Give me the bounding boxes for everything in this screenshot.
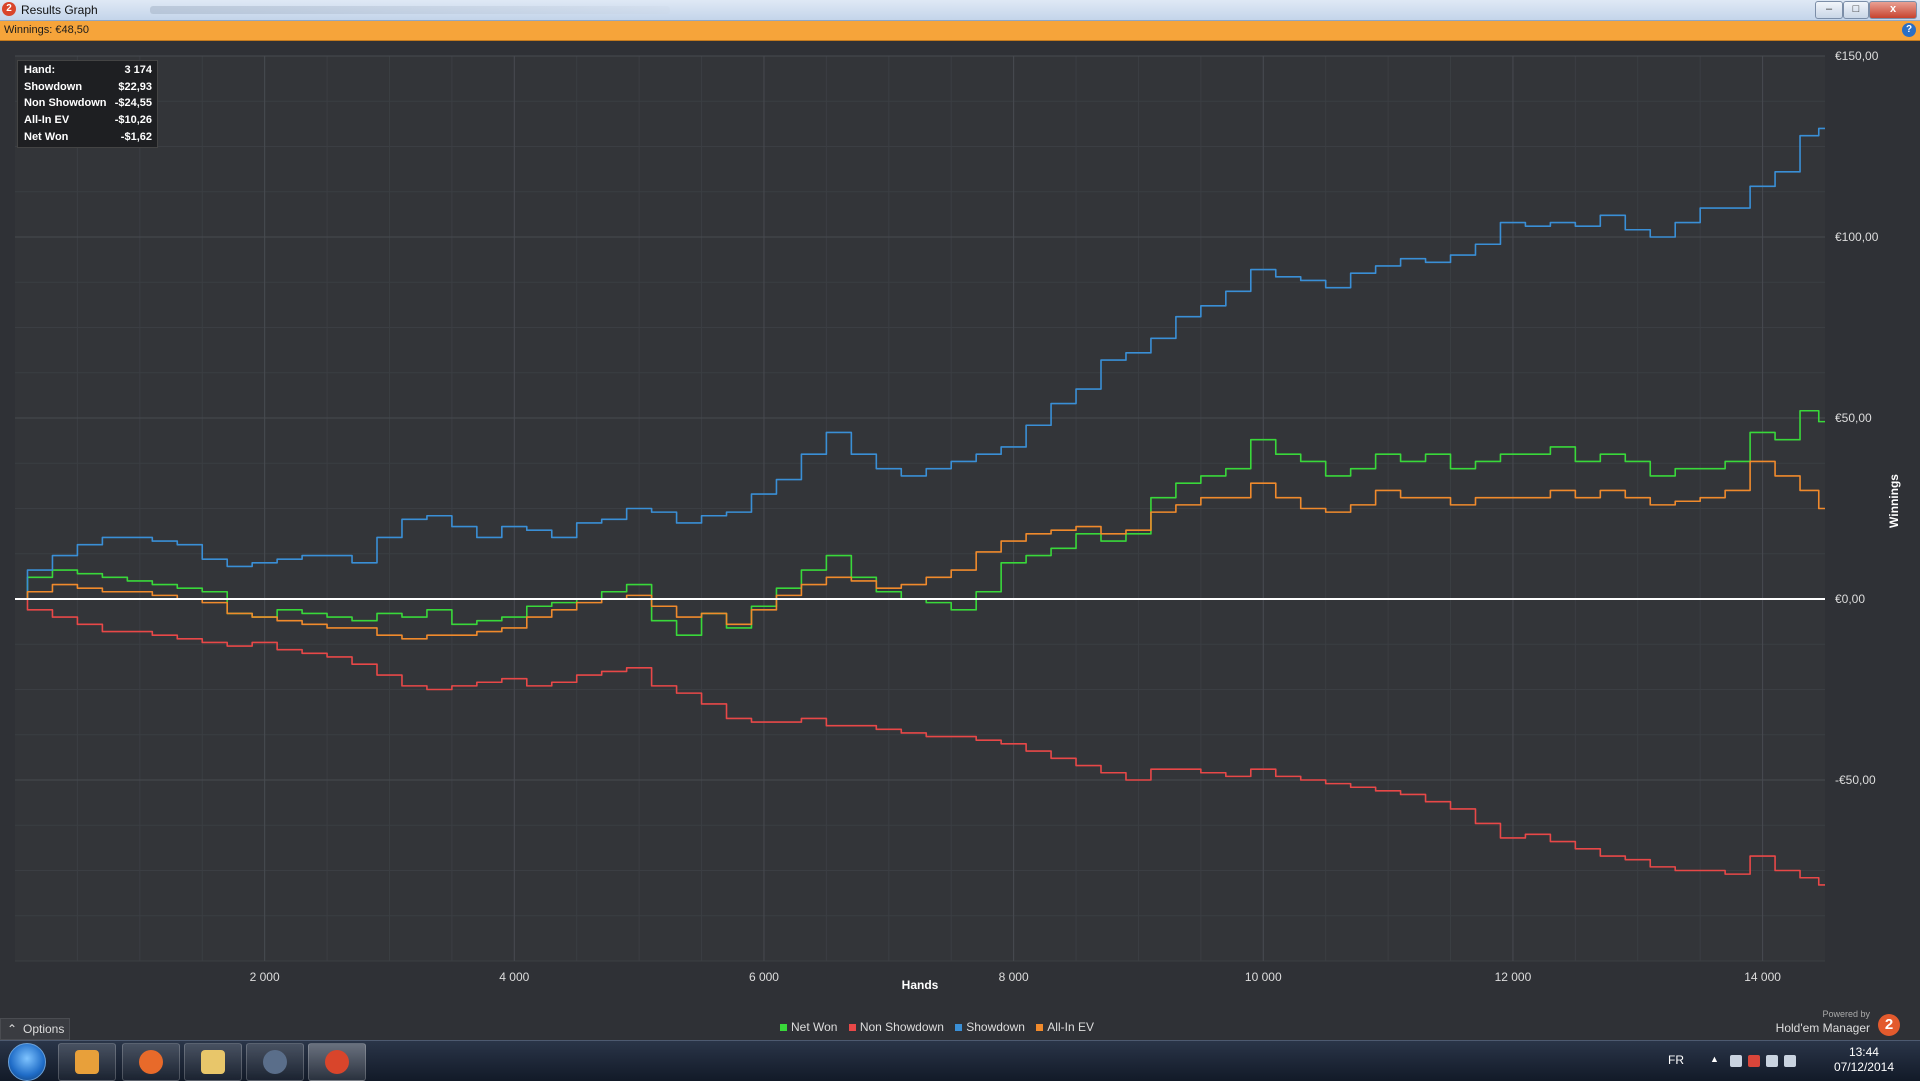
info-row-showdown: Showdown $22,93 bbox=[24, 81, 152, 97]
system-tray: FR ▲ 13:44 07/12/2014 bbox=[1660, 1041, 1920, 1081]
info-key: Net Won bbox=[24, 131, 69, 143]
grid-minor bbox=[15, 55, 1825, 962]
minimize-button[interactable]: – bbox=[1815, 1, 1843, 19]
network-icon[interactable] bbox=[1730, 1055, 1742, 1067]
window-title: Results Graph bbox=[21, 3, 98, 17]
x-tick-label: 10 000 bbox=[1245, 970, 1282, 984]
taskbar-app-firefox[interactable] bbox=[122, 1043, 180, 1081]
legend-label: Net Won bbox=[791, 1020, 838, 1034]
action-center-icon[interactable] bbox=[1748, 1055, 1760, 1067]
info-value: $22,93 bbox=[118, 81, 152, 93]
window-titlebar: 2 Results Graph – □ x bbox=[0, 0, 1920, 21]
clock-date: 07/12/2014 bbox=[1833, 1060, 1894, 1074]
info-value: -$10,26 bbox=[114, 114, 152, 126]
y-tick-label: €150,00 bbox=[1835, 49, 1879, 63]
info-value: -$24,55 bbox=[114, 97, 152, 109]
x-tick-label: 2 000 bbox=[250, 970, 280, 984]
x-tick-label: 4 000 bbox=[499, 970, 529, 984]
folder-icon bbox=[201, 1050, 225, 1074]
taskbar-app-explorer[interactable] bbox=[184, 1043, 242, 1081]
show-hidden-icons-icon[interactable]: ▲ bbox=[1710, 1054, 1719, 1064]
info-value: -$1,62 bbox=[120, 131, 152, 143]
chart-legend: Net Won Non Showdown Showdown All-In EV bbox=[780, 1020, 1102, 1036]
brand-logo-icon: 2 bbox=[1878, 1014, 1900, 1036]
chevron-up-icon: ⌃ bbox=[7, 1022, 18, 1036]
clock-time: 13:44 bbox=[1848, 1045, 1879, 1059]
legend-swatch bbox=[848, 1024, 856, 1032]
legend-item-net-won[interactable]: Net Won bbox=[780, 1020, 837, 1034]
app-icon: 2 bbox=[2, 2, 16, 16]
taskbar-app-holdem-manager[interactable] bbox=[308, 1043, 366, 1081]
info-value: 3 174 bbox=[124, 64, 152, 76]
y-tick-label: €50,00 bbox=[1835, 411, 1872, 425]
start-button[interactable] bbox=[8, 1043, 46, 1081]
y-tick-label: -€50,00 bbox=[1835, 773, 1876, 787]
info-key: Non Showdown bbox=[24, 97, 107, 109]
media-player-icon bbox=[75, 1050, 99, 1074]
legend-label: Non Showdown bbox=[859, 1020, 944, 1034]
x-tick-label: 8 000 bbox=[999, 970, 1029, 984]
y-tick-label: €0,00 bbox=[1835, 592, 1865, 606]
grid-major bbox=[15, 55, 1825, 961]
legend-swatch bbox=[955, 1024, 963, 1032]
info-key: All-In EV bbox=[24, 114, 70, 126]
results-chart: 2 000 4 000 6 000 8 000 10 000 12 000 14 000 €1… bbox=[15, 49, 1901, 992]
options-label: Options bbox=[23, 1022, 65, 1036]
steam-icon bbox=[263, 1050, 287, 1074]
holdem-manager-icon bbox=[325, 1050, 349, 1074]
language-indicator[interactable]: FR bbox=[1668, 1053, 1684, 1067]
info-row-net-won: Net Won -$1,62 bbox=[24, 131, 152, 147]
x-tick-label: 6 000 bbox=[749, 970, 779, 984]
info-key: Hand: bbox=[24, 64, 56, 76]
legend-swatch bbox=[1036, 1024, 1044, 1032]
winnings-bar: Winnings: €48,50 ? bbox=[0, 21, 1920, 41]
titlebar-background-text bbox=[150, 6, 670, 14]
info-key: Showdown bbox=[24, 81, 83, 93]
options-button[interactable]: ⌃ Options bbox=[0, 1018, 70, 1040]
battery-icon[interactable] bbox=[1766, 1055, 1778, 1067]
y-axis-label: Winnings bbox=[1887, 474, 1901, 528]
legend-item-non-showdown[interactable]: Non Showdown bbox=[848, 1020, 944, 1034]
clock[interactable]: 13:44 07/12/2014 bbox=[1834, 1045, 1894, 1075]
legend-label: All-In EV bbox=[1047, 1020, 1094, 1034]
legend-item-all-in-ev[interactable]: All-In EV bbox=[1036, 1020, 1094, 1034]
taskbar-app-steam[interactable] bbox=[246, 1043, 304, 1081]
winnings-label: Winnings: €48,50 bbox=[4, 24, 89, 36]
x-tick-label: 12 000 bbox=[1495, 970, 1532, 984]
axis-labels: 2 000 4 000 6 000 8 000 10 000 12 000 14 000 €1… bbox=[250, 49, 1879, 984]
info-row-hand: Hand: 3 174 bbox=[24, 64, 152, 80]
x-axis-label: Hands bbox=[902, 978, 939, 992]
legend-swatch bbox=[780, 1024, 787, 1032]
taskbar-app-media-player[interactable] bbox=[58, 1043, 116, 1081]
powered-by-label: Powered by bbox=[1822, 1009, 1870, 1019]
hover-info-box: Hand: 3 174 Showdown $22,93 Non Showdown… bbox=[17, 60, 158, 148]
legend-item-showdown[interactable]: Showdown bbox=[955, 1020, 1025, 1034]
maximize-button[interactable]: □ bbox=[1843, 1, 1869, 19]
legend-label: Showdown bbox=[966, 1020, 1025, 1034]
info-row-non-showdown: Non Showdown -$24,55 bbox=[24, 97, 152, 113]
help-icon[interactable]: ? bbox=[1902, 23, 1916, 37]
y-tick-label: €100,00 bbox=[1835, 230, 1879, 244]
firefox-icon bbox=[139, 1050, 163, 1074]
close-button[interactable]: x bbox=[1869, 1, 1917, 19]
series-line-all-in-ev[interactable] bbox=[15, 460, 1825, 640]
info-row-all-in-ev: All-In EV -$10,26 bbox=[24, 114, 152, 130]
brand-name: Hold'em Manager bbox=[1775, 1021, 1870, 1035]
windows-taskbar: FR ▲ 13:44 07/12/2014 bbox=[0, 1040, 1920, 1081]
volume-icon[interactable] bbox=[1784, 1055, 1796, 1067]
series-layer bbox=[15, 127, 1825, 886]
x-tick-label: 14 000 bbox=[1744, 970, 1781, 984]
series-line-showdown[interactable] bbox=[15, 127, 1825, 600]
series-line-non-showdown[interactable] bbox=[15, 598, 1825, 886]
